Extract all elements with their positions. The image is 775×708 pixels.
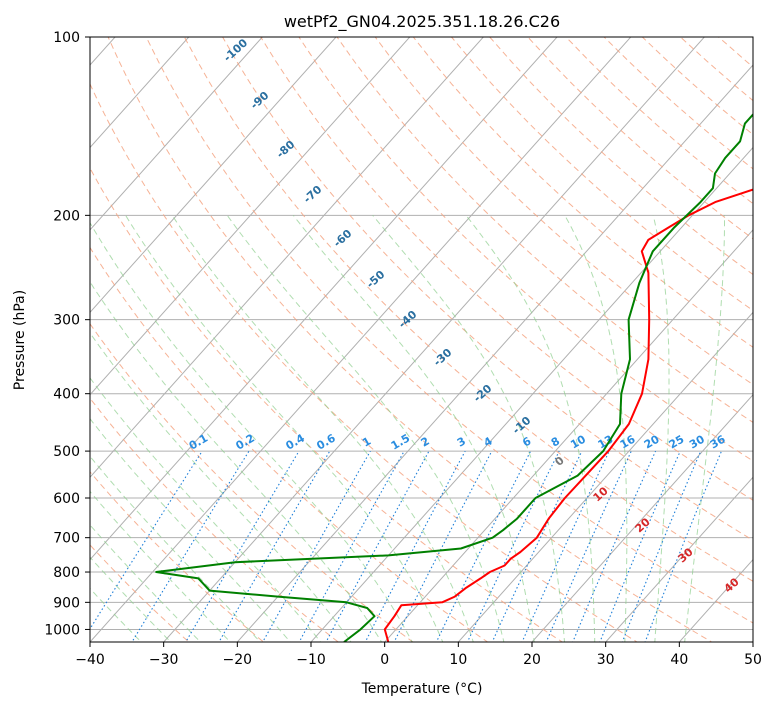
isotherm-line — [90, 37, 411, 396]
x-tick-label: 0 — [380, 652, 389, 668]
y-tick-label: 500 — [53, 444, 80, 460]
dry-adiabat — [90, 322, 414, 642]
moist-adiabat — [90, 221, 413, 642]
x-tick-label: 10 — [449, 652, 467, 668]
plot-frame — [89, 36, 754, 643]
moist-adiabat — [90, 587, 142, 642]
mixing-ratio-line — [545, 450, 632, 642]
x-tick-label: 30 — [597, 652, 615, 668]
dry-adiabat — [90, 471, 265, 642]
moist-adiabat — [652, 215, 670, 642]
isotherm-line — [90, 37, 485, 478]
moist-adiabat — [292, 214, 535, 642]
moist-adiabat — [564, 215, 628, 642]
x-tick-label: 50 — [744, 652, 762, 668]
mixing-ratio-line — [185, 450, 300, 642]
dry-adiabat — [183, 37, 753, 582]
moist-adiabat — [90, 280, 383, 642]
dry-adiabat — [222, 37, 753, 541]
isotherm-line — [163, 37, 706, 642]
y-axis-label: Pressure (hPa) — [12, 290, 28, 390]
x-tick-label: −40 — [75, 652, 105, 668]
x-tick-label: −10 — [296, 652, 326, 668]
mixing-ratio-line — [325, 450, 430, 642]
y-tick-label: 600 — [53, 491, 80, 507]
moist-adiabat — [90, 455, 261, 642]
x-tick-label: 40 — [670, 652, 688, 668]
isotherm-line — [90, 37, 264, 231]
dry-adiabat — [90, 246, 489, 642]
dry-adiabat — [107, 37, 713, 642]
isotherm-line — [605, 476, 753, 642]
background-lines — [90, 37, 753, 642]
mixing-ratio-line — [599, 450, 681, 642]
y-axis-ticks: 100 200 300 400 500 600 700 800 900 1000 — [44, 30, 90, 638]
mixing-ratio-line — [364, 450, 466, 642]
mixing-ratio-line — [131, 450, 250, 642]
moist-adiabat — [465, 214, 596, 642]
mixing-ratio-line — [572, 450, 657, 642]
dry-adiabat — [374, 37, 753, 386]
y-tick-label: 200 — [53, 208, 80, 224]
mixing-ratio-line — [90, 450, 203, 630]
dry-adiabat — [90, 544, 190, 642]
series-lines — [155, 112, 753, 642]
moist-adiabat — [90, 524, 202, 642]
dry-adiabat — [90, 167, 564, 642]
mixing-ratio-line — [262, 450, 371, 642]
temperature-profile-line — [383, 188, 753, 642]
y-tick-label: 1000 — [44, 622, 80, 638]
y-tick-label: 100 — [53, 30, 80, 46]
moist-adiabat — [90, 417, 291, 642]
isotherm-line — [90, 37, 337, 314]
y-tick-label: 700 — [53, 531, 80, 547]
moist-adiabat — [90, 377, 322, 642]
x-axis-label: Temperature (°C) — [361, 681, 483, 697]
moist-adiabat — [226, 215, 505, 642]
chart-title: wetPf2_GN04.2025.351.18.26.C26 — [284, 12, 560, 32]
dewpoint-profile-line — [155, 112, 753, 642]
y-tick-label: 400 — [53, 387, 80, 403]
mixing-ratio-line — [621, 450, 702, 642]
y-tick-label: 900 — [53, 595, 80, 611]
isotherm-line — [457, 311, 753, 642]
dry-adiabat — [145, 37, 753, 624]
dry-adiabat — [90, 82, 638, 642]
x-tick-label: 20 — [523, 652, 541, 668]
isotherm-line — [310, 146, 753, 642]
mixing-ratio-line — [218, 450, 331, 642]
isotherm-line — [236, 64, 753, 642]
y-tick-label: 800 — [53, 565, 80, 581]
moist-adiabat — [90, 556, 172, 642]
isotherm-line — [384, 229, 753, 642]
isotherm-line — [90, 37, 632, 642]
x-tick-label: −30 — [149, 652, 179, 668]
dry-adiabat — [412, 37, 753, 348]
x-tick-label: −20 — [223, 652, 253, 668]
isotherm-line — [90, 37, 190, 149]
isotherm-line — [90, 37, 558, 561]
y-tick-label: 300 — [53, 313, 80, 329]
x-axis-ticks: −40 −30 −20 −10 0 10 20 30 40 50 — [75, 642, 762, 668]
mixing-ratio-line — [298, 450, 405, 642]
moist-adiabat — [90, 490, 231, 642]
isotherm-line — [531, 394, 753, 642]
moist-adiabat — [125, 215, 444, 642]
moist-adiabat — [171, 215, 474, 642]
